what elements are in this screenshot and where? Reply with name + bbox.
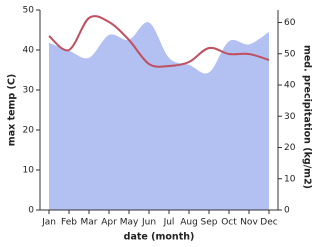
x-tick-label: Oct bbox=[221, 218, 237, 228]
y-tick-label: 20 bbox=[23, 126, 35, 136]
x-tick-label: Nov bbox=[240, 218, 258, 228]
y2-tick-label: 40 bbox=[284, 81, 296, 91]
x-tick-label: Mar bbox=[81, 218, 98, 228]
x-tick-label: May bbox=[120, 218, 139, 228]
x-axis-label: date (month) bbox=[124, 232, 195, 243]
x-tick-label: Jul bbox=[163, 218, 175, 228]
x-tick-label: Apr bbox=[101, 218, 117, 228]
area bbox=[49, 22, 269, 211]
y2-tick-label: 60 bbox=[284, 18, 296, 28]
y-tick-label: 0 bbox=[28, 206, 34, 216]
x-tick-label: Aug bbox=[180, 218, 198, 228]
x-tick-label: Jun bbox=[141, 218, 156, 228]
line bbox=[48, 15, 270, 68]
y2-tick-label: 10 bbox=[284, 174, 296, 184]
y2-tick-label: 30 bbox=[284, 112, 296, 122]
x-tick-label: Sep bbox=[201, 218, 218, 228]
y2-tick-label: 0 bbox=[284, 206, 290, 216]
y2-axis-label: med. precipitation (kg/m2) bbox=[302, 45, 313, 189]
y-tick-label: 10 bbox=[23, 166, 35, 176]
y-tick-label: 50 bbox=[23, 6, 35, 16]
x-tick-label: Dec bbox=[260, 218, 277, 228]
y2-tick-label: 50 bbox=[284, 49, 296, 59]
x-tick-label: Jan bbox=[41, 218, 56, 228]
y-tick-label: 40 bbox=[23, 46, 35, 56]
y-axis-label: max temp (C) bbox=[7, 74, 18, 146]
y2-tick-label: 20 bbox=[284, 143, 296, 153]
x-tick-label: Feb bbox=[61, 218, 77, 228]
y-tick-label: 30 bbox=[23, 86, 35, 96]
